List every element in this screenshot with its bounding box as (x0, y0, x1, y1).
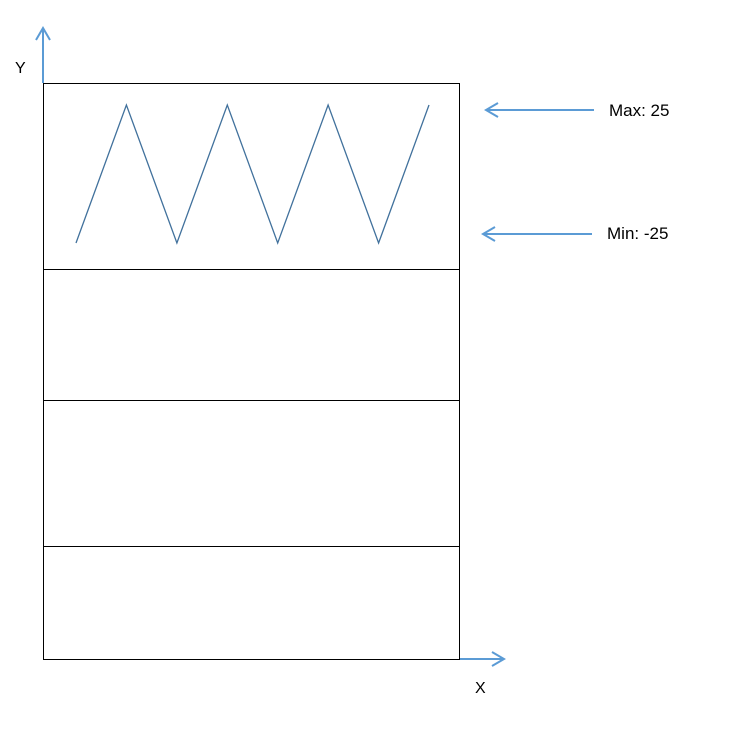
y-axis-arrow (35, 26, 51, 83)
min-arrow (481, 226, 592, 242)
max-arrow (484, 102, 594, 118)
triangle-wave-line (75, 103, 430, 245)
panel-3 (43, 400, 460, 547)
panel-4 (43, 546, 460, 660)
panel-1 (43, 83, 460, 270)
max-annotation: Max: 25 (609, 101, 670, 120)
panel-2 (43, 269, 460, 401)
x-axis-arrow (459, 651, 506, 667)
x-axis-label: X (475, 680, 486, 697)
y-axis-label: Y (15, 60, 26, 77)
min-annotation: Min: -25 (607, 224, 669, 243)
